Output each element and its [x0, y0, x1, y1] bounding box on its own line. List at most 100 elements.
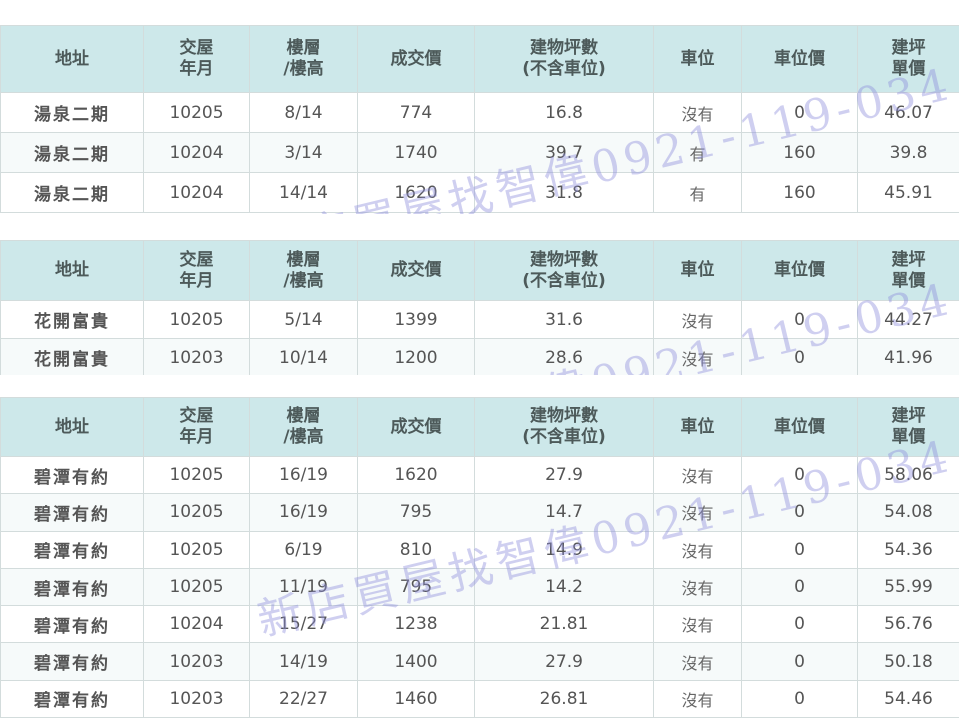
- cell-parking: 沒有: [653, 455, 742, 495]
- cell-parking-price: 0: [741, 92, 858, 133]
- cell-floor: 10/14: [249, 338, 358, 375]
- cell-parking-price: 160: [741, 132, 858, 173]
- cell-unit-price: 55.99: [857, 567, 959, 607]
- cell-parking: 沒有: [653, 493, 742, 532]
- cell-price: 1460: [357, 679, 475, 718]
- cell-unit-price: 39.8: [857, 132, 959, 173]
- cell-parking: 有: [653, 172, 742, 213]
- cell-floor: 22/27: [249, 679, 358, 718]
- header-parking: 車位: [653, 397, 742, 457]
- cell-handover-date: 10205: [143, 530, 250, 569]
- table-row: 湯泉二期 10204 3/14 1740 39.7 有 160 39.8: [0, 132, 959, 173]
- table-row: 花開富貴 10203 10/14 1200 28.6 沒有 0 41.96: [0, 338, 959, 375]
- cell-parking-price: 0: [741, 493, 858, 532]
- cell-floor: 5/14: [249, 300, 358, 339]
- table-row: 碧潭有約 10203 14/19 1400 27.9 沒有 0 50.18: [0, 642, 959, 681]
- header-address: 地址: [0, 25, 144, 93]
- cell-parking-price: 0: [741, 679, 858, 718]
- table-row: 碧潭有約 10205 6/19 810 14.9 沒有 0 54.36: [0, 530, 959, 569]
- header-building-area: 建物坪數 (不含車位): [474, 240, 654, 301]
- cell-address: 碧潭有約: [0, 455, 144, 495]
- header-row: 地址 交屋 年月 樓層 /樓高 成交價 建物坪數 (不含車位) 車位 車位價 建坪 單價: [0, 397, 959, 457]
- cell-handover-date: 10205: [143, 567, 250, 607]
- cell-parking: 沒有: [653, 679, 742, 718]
- table-row: 碧潭有約 10205 16/19 1620 27.9 沒有 0 58.06: [0, 455, 959, 495]
- table-row: 碧潭有約 10205 11/19 795 14.2 沒有 0 55.99: [0, 567, 959, 607]
- cell-price: 795: [357, 567, 475, 607]
- cell-floor: 15/27: [249, 605, 358, 644]
- header-address: 地址: [0, 397, 144, 457]
- cell-parking: 沒有: [653, 530, 742, 569]
- cell-handover-date: 10204: [143, 132, 250, 173]
- cell-handover-date: 10203: [143, 338, 250, 375]
- cell-address: 碧潭有約: [0, 605, 144, 644]
- cell-handover-date: 10204: [143, 605, 250, 644]
- table-row: 湯泉二期 10205 8/14 774 16.8 沒有 0 46.07: [0, 92, 959, 133]
- cell-building-area: 39.7: [474, 132, 654, 173]
- header-unit-price: 建坪 單價: [857, 25, 959, 93]
- cell-price: 810: [357, 530, 475, 569]
- table-row: 碧潭有約 10205 16/19 795 14.7 沒有 0 54.08: [0, 493, 959, 532]
- cell-address: 碧潭有約: [0, 642, 144, 681]
- cell-unit-price: 46.07: [857, 92, 959, 133]
- cell-unit-price: 50.18: [857, 642, 959, 681]
- header-parking-price: 車位價: [741, 25, 858, 93]
- cell-floor: 16/19: [249, 493, 358, 532]
- cell-parking: 沒有: [653, 300, 742, 339]
- cell-address: 碧潭有約: [0, 493, 144, 532]
- cell-parking-price: 160: [741, 172, 858, 213]
- cell-parking: 沒有: [653, 92, 742, 133]
- cell-parking-price: 0: [741, 642, 858, 681]
- header-parking: 車位: [653, 25, 742, 93]
- cell-parking: 沒有: [653, 338, 742, 375]
- header-price: 成交價: [357, 240, 475, 301]
- header-row: 地址 交屋 年月 樓層 /樓高 成交價 建物坪數 (不含車位) 車位 車位價 建坪 單價: [0, 240, 959, 301]
- cell-parking-price: 0: [741, 300, 858, 339]
- cell-floor: 11/19: [249, 567, 358, 607]
- header-building-area: 建物坪數 (不含車位): [474, 25, 654, 93]
- table-row: 碧潭有約 10204 15/27 1238 21.81 沒有 0 56.76: [0, 605, 959, 644]
- cell-parking: 沒有: [653, 605, 742, 644]
- header-handover-date: 交屋 年月: [143, 397, 250, 457]
- cell-building-area: 31.6: [474, 300, 654, 339]
- cell-floor: 16/19: [249, 455, 358, 495]
- header-floor: 樓層 /樓高: [249, 25, 358, 93]
- cell-floor: 3/14: [249, 132, 358, 173]
- cell-address: 花開富貴: [0, 300, 144, 339]
- cell-parking: 沒有: [653, 642, 742, 681]
- transaction-table: 地址 交屋 年月 樓層 /樓高 成交價 建物坪數 (不含車位) 車位 車位價 建坪 單價 湯泉二…: [0, 25, 959, 213]
- cell-handover-date: 10205: [143, 92, 250, 133]
- cell-building-area: 21.81: [474, 605, 654, 644]
- cell-parking: 沒有: [653, 567, 742, 607]
- cell-address: 湯泉二期: [0, 92, 144, 133]
- cell-address: 碧潭有約: [0, 530, 144, 569]
- cell-handover-date: 10204: [143, 172, 250, 213]
- cell-parking-price: 0: [741, 455, 858, 495]
- cell-floor: 6/19: [249, 530, 358, 569]
- header-handover-date: 交屋 年月: [143, 240, 250, 301]
- cell-handover-date: 10203: [143, 679, 250, 718]
- cell-address: 花開富貴: [0, 338, 144, 375]
- cell-parking-price: 0: [741, 530, 858, 569]
- cell-handover-date: 10205: [143, 455, 250, 495]
- cell-unit-price: 54.46: [857, 679, 959, 718]
- cell-unit-price: 41.96: [857, 338, 959, 375]
- cell-price: 774: [357, 92, 475, 133]
- header-floor: 樓層 /樓高: [249, 240, 358, 301]
- cell-price: 1620: [357, 172, 475, 213]
- cell-price: 1238: [357, 605, 475, 644]
- table-bitan: 地址 交屋 年月 樓層 /樓高 成交價 建物坪數 (不含車位) 車位 車位價 建坪 單價 碧潭有…: [0, 397, 959, 718]
- table-huakai: 地址 交屋 年月 樓層 /樓高 成交價 建物坪數 (不含車位) 車位 車位價 建坪 單價 花開富…: [0, 240, 959, 375]
- table-row: 碧潭有約 10203 22/27 1460 26.81 沒有 0 54.46: [0, 679, 959, 718]
- header-price: 成交價: [357, 25, 475, 93]
- cell-parking-price: 0: [741, 605, 858, 644]
- cell-floor: 14/19: [249, 642, 358, 681]
- cell-building-area: 27.9: [474, 642, 654, 681]
- cell-unit-price: 45.91: [857, 172, 959, 213]
- cell-unit-price: 56.76: [857, 605, 959, 644]
- cell-building-area: 28.6: [474, 338, 654, 375]
- cell-unit-price: 54.08: [857, 493, 959, 532]
- cell-address: 碧潭有約: [0, 567, 144, 607]
- cell-parking-price: 0: [741, 338, 858, 375]
- table-row: 花開富貴 10205 5/14 1399 31.6 沒有 0 44.27: [0, 300, 959, 339]
